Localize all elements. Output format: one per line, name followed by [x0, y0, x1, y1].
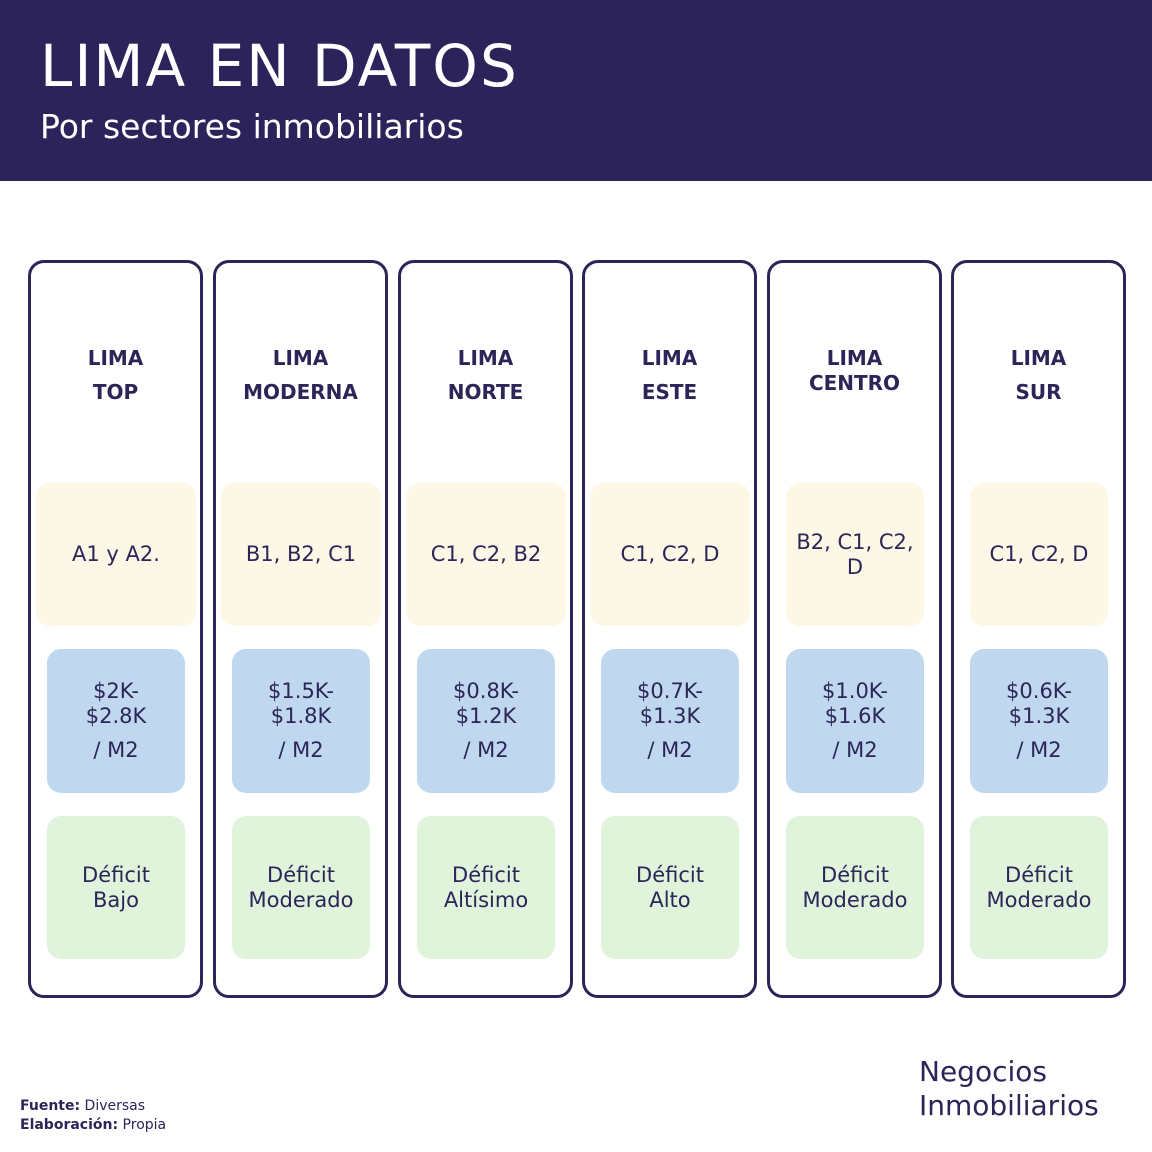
sector-title-line2: TOP	[92, 380, 139, 404]
sector-title: LIMA CENTRO	[770, 346, 939, 396]
price-max: $1.3K	[1008, 704, 1070, 728]
segment-text: A1 y A2.	[72, 542, 160, 566]
price-min: $0.7K-	[637, 679, 703, 703]
sector-title-line2: CENTRO	[808, 371, 901, 395]
segment-text: C1, C2, D	[989, 542, 1089, 566]
sector-card-lima-sur: LIMA SUR C1, C2, D $0.6K- $1.3K / M2 Déf…	[951, 260, 1126, 998]
elaboration-row: Elaboración: Propia	[20, 1116, 166, 1135]
sector-title-line2: NORTE	[447, 380, 524, 404]
segment-box: B1, B2, C1	[221, 483, 381, 626]
deficit-box: Déficit Moderado	[970, 816, 1108, 959]
price-max: $2.8K	[85, 704, 147, 728]
brand-line2: Inmobiliarios	[919, 1089, 1099, 1122]
deficit-label: Déficit	[267, 862, 335, 887]
header-banner: LIMA EN DATOS Por sectores inmobiliarios	[0, 0, 1152, 181]
page-subtitle: Por sectores inmobiliarios	[40, 107, 464, 146]
sector-title-line1: LIMA	[1010, 346, 1067, 370]
elaboration-label: Elaboración:	[20, 1117, 119, 1133]
deficit-label: Déficit	[821, 862, 889, 887]
segment-text: B1, B2, C1	[245, 542, 357, 566]
price-unit: / M2	[93, 738, 139, 762]
price-min: $0.6K-	[1006, 679, 1072, 703]
brand-line1: Negocios	[919, 1055, 1047, 1088]
deficit-level: Moderado	[248, 887, 354, 912]
segment-text: C1, C2, B2	[430, 542, 542, 566]
sector-title: LIMA NORTE	[401, 341, 570, 409]
price-unit: / M2	[647, 738, 693, 762]
sector-title: LIMA MODERNA	[216, 341, 385, 409]
sector-title-line1: LIMA	[826, 346, 883, 370]
price-box: $0.7K- $1.3K / M2	[601, 649, 739, 793]
segment-box: B2, C1, C2, D	[786, 483, 924, 626]
price-unit: / M2	[832, 738, 878, 762]
price-box: $0.8K- $1.2K / M2	[417, 649, 555, 793]
deficit-label: Déficit	[636, 862, 704, 887]
deficit-box: Déficit Moderado	[786, 816, 924, 959]
price-unit: / M2	[278, 738, 324, 762]
price-box: $1.0K- $1.6K / M2	[786, 649, 924, 793]
sector-title-line2: MODERNA	[243, 380, 358, 404]
sector-title: LIMA SUR	[954, 341, 1123, 409]
source-value: Diversas	[84, 1098, 146, 1114]
brand-logo-text: Negocios Inmobiliarios	[919, 1055, 1099, 1123]
price-max: $1.2K	[455, 704, 517, 728]
elaboration-value: Propia	[122, 1117, 167, 1133]
sector-title-line2: SUR	[1015, 380, 1062, 404]
source-row: Fuente: Diversas	[20, 1097, 166, 1116]
deficit-level: Moderado	[986, 887, 1092, 912]
price-min: $1.5K-	[268, 679, 334, 703]
segment-box: C1, C2, B2	[406, 483, 566, 626]
segment-box: C1, C2, D	[590, 483, 750, 626]
sector-title: LIMA ESTE	[585, 341, 754, 409]
segment-text: C1, C2, D	[620, 542, 720, 566]
source-label: Fuente:	[20, 1098, 81, 1114]
price-box: $2K- $2.8K / M2	[47, 649, 185, 793]
sector-card-lima-moderna: LIMA MODERNA B1, B2, C1 $1.5K- $1.8K / M…	[213, 260, 388, 998]
deficit-level: Moderado	[802, 887, 908, 912]
segment-box: A1 y A2.	[36, 483, 196, 626]
deficit-box: Déficit Altísimo	[417, 816, 555, 959]
price-box: $0.6K- $1.3K / M2	[970, 649, 1108, 793]
sector-title: LIMA TOP	[31, 341, 200, 409]
segment-box: C1, C2, D	[970, 483, 1108, 626]
sector-title-line2: ESTE	[641, 380, 698, 404]
price-min: $2K-	[93, 679, 139, 703]
sector-card-lima-norte: LIMA NORTE C1, C2, B2 $0.8K- $1.2K / M2 …	[398, 260, 573, 998]
price-max: $1.8K	[270, 704, 332, 728]
price-max: $1.6K	[824, 704, 886, 728]
sector-card-lima-top: LIMA TOP A1 y A2. $2K- $2.8K / M2 Défici…	[28, 260, 203, 998]
deficit-label: Déficit	[82, 862, 150, 887]
deficit-level: Alto	[649, 887, 691, 912]
sector-card-lima-centro: LIMA CENTRO B2, C1, C2, D $1.0K- $1.6K /…	[767, 260, 942, 998]
price-unit: / M2	[1016, 738, 1062, 762]
segment-text: B2, C1, C2, D	[796, 529, 914, 579]
deficit-box: Déficit Alto	[601, 816, 739, 959]
price-box: $1.5K- $1.8K / M2	[232, 649, 370, 793]
sector-title-line1: LIMA	[87, 346, 144, 370]
price-max: $1.3K	[639, 704, 701, 728]
footer-credits: Fuente: Diversas Elaboración: Propia	[20, 1097, 166, 1135]
sector-title-line1: LIMA	[641, 346, 698, 370]
price-min: $0.8K-	[453, 679, 519, 703]
deficit-level: Altísimo	[443, 887, 529, 912]
price-unit: / M2	[463, 738, 509, 762]
deficit-box: Déficit Moderado	[232, 816, 370, 959]
deficit-label: Déficit	[452, 862, 520, 887]
deficit-level: Bajo	[93, 887, 139, 912]
deficit-box: Déficit Bajo	[47, 816, 185, 959]
price-min: $1.0K-	[822, 679, 888, 703]
sector-title-line1: LIMA	[457, 346, 514, 370]
page-title: LIMA EN DATOS	[40, 32, 519, 100]
deficit-label: Déficit	[1005, 862, 1073, 887]
sector-card-lima-este: LIMA ESTE C1, C2, D $0.7K- $1.3K / M2 Dé…	[582, 260, 757, 998]
sector-title-line1: LIMA	[272, 346, 329, 370]
